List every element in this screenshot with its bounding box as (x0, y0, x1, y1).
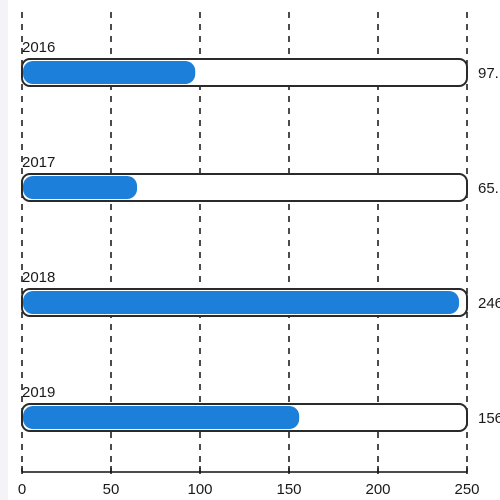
x-tick-label: 0 (18, 481, 26, 498)
value-label: 97. (478, 65, 499, 82)
bar-2016 (23, 61, 196, 84)
value-label: 65. (478, 180, 499, 197)
x-tick-label: 250 (454, 481, 479, 498)
x-tick-label: 150 (276, 481, 301, 498)
x-axis: 0 50 100 150 200 250 (18, 466, 480, 498)
bar-2018 (23, 291, 460, 314)
labels: 2016 97. 2017 65. 2018 246 2019 156 (22, 39, 500, 427)
category-label: 2017 (22, 154, 55, 171)
grid-lines (21, 12, 468, 472)
bar-2019 (23, 406, 300, 429)
x-tick-label: 100 (187, 481, 212, 498)
category-label: 2016 (22, 39, 55, 56)
category-label: 2018 (22, 269, 55, 286)
x-tick-label: 50 (103, 481, 120, 498)
value-label: 246 (478, 295, 500, 312)
left-edge-strip (0, 0, 8, 500)
category-label: 2019 (22, 384, 55, 401)
x-tick-label: 200 (365, 481, 390, 498)
bars (21, 58, 468, 432)
value-label: 156 (478, 410, 500, 427)
bar-2017 (23, 176, 138, 199)
